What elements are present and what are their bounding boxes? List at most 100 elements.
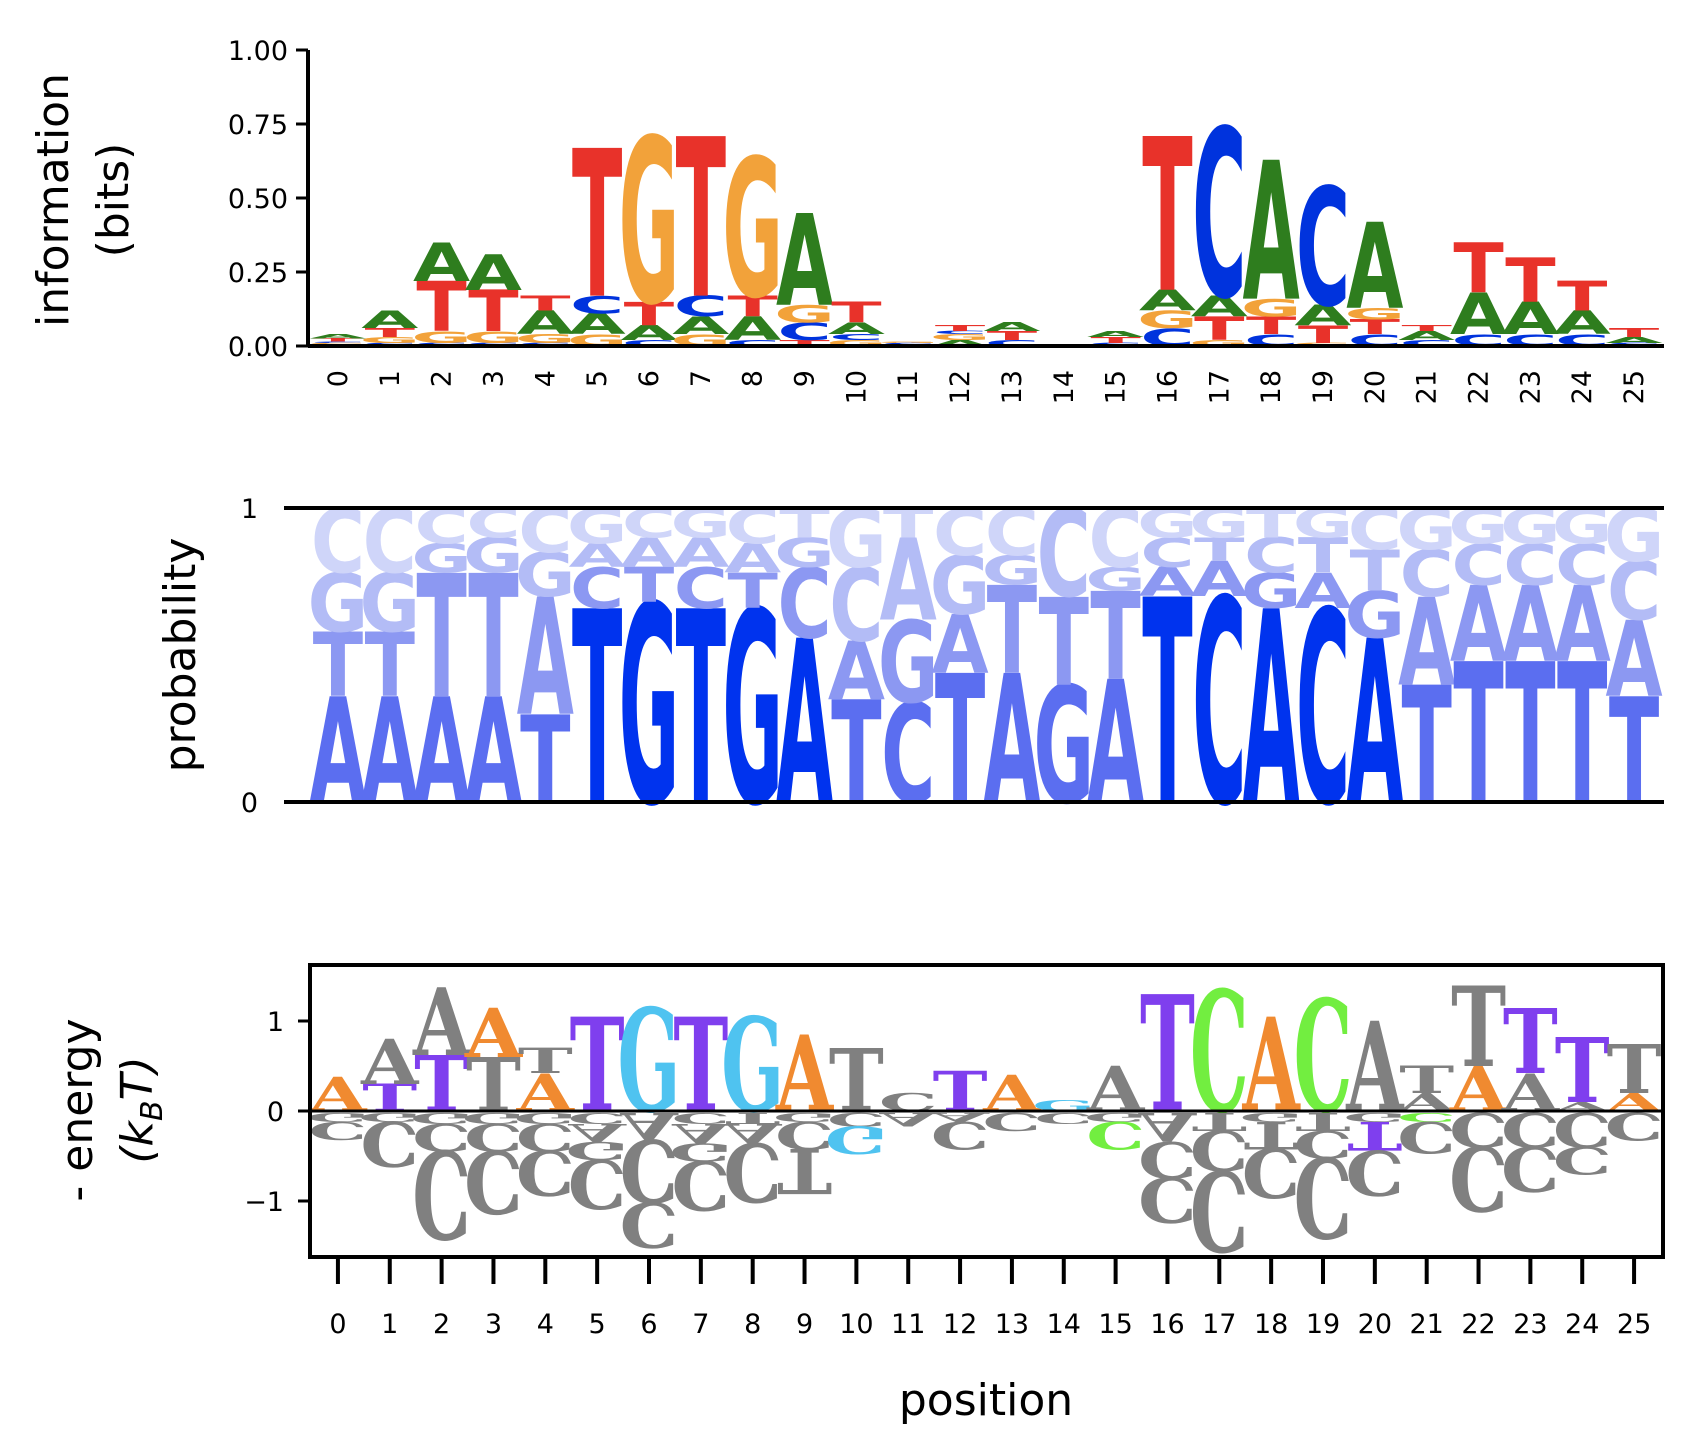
prob-letter-3-A: A <box>465 668 522 837</box>
svg-text:A: A <box>361 668 418 837</box>
prob-letter-9-A: A <box>776 592 833 855</box>
svg-text:C: C <box>360 1107 419 1180</box>
svg-text:T: T <box>676 92 726 348</box>
prob-letter-12-T: T <box>935 639 985 845</box>
svg-text:C: C <box>777 318 831 346</box>
svg-text:G: G <box>774 300 835 328</box>
energy-letter-neg-9-T: T <box>777 1134 832 1207</box>
information-x-tick-label: 25 <box>1619 370 1650 404</box>
svg-text:A: A <box>724 311 781 349</box>
svg-text:T: T <box>831 296 881 329</box>
prob-letter-4-T: T <box>520 690 570 831</box>
information-x-tick-label: 14 <box>1049 370 1080 404</box>
info-letter-19-A: A <box>1294 299 1351 332</box>
prob-letter-8-G: G <box>722 557 783 866</box>
energy-letter-pos-23-T: T <box>1503 991 1558 1095</box>
svg-text:A: A <box>308 1067 368 1122</box>
prob-letter-19-A: A <box>1294 563 1351 620</box>
svg-text:G: G <box>410 1109 473 1127</box>
energy-x-tick-label: 0 <box>329 1309 346 1340</box>
info-letter-10-T: T <box>831 296 881 329</box>
energy-letter-neg-10-G: G <box>825 1118 888 1162</box>
svg-text:C: C <box>723 1124 782 1218</box>
svg-text:C: C <box>726 339 780 348</box>
energy-letter-neg-5-A: A <box>567 1118 627 1147</box>
info-letter-9-T: T <box>779 339 830 348</box>
energy-letter-pos-16-T: T <box>1140 962 1195 1150</box>
info-letter-23-T: T <box>1505 245 1555 316</box>
prob-letter-4-G: G <box>515 540 576 611</box>
svg-text:A: A <box>1087 645 1144 842</box>
svg-text:A: A <box>1243 123 1300 345</box>
energy-letter-neg-4-C: C <box>516 1135 575 1208</box>
svg-text:A: A <box>983 320 1040 334</box>
svg-text:A: A <box>1398 572 1455 713</box>
prob-letter-25-T: T <box>1609 668 1659 837</box>
energy-letter-pos-4-A: A <box>516 1063 576 1124</box>
energy-x-tick-label: 8 <box>744 1309 761 1340</box>
svg-text:T: T <box>466 1043 521 1129</box>
svg-text:A: A <box>1606 336 1664 345</box>
information-x-tick-label: 24 <box>1567 370 1598 404</box>
svg-text:C: C <box>1244 528 1298 585</box>
prob-letter-0-T: T <box>313 615 364 718</box>
svg-text:C: C <box>568 1109 627 1127</box>
svg-text:C: C <box>1607 546 1661 640</box>
svg-text:A: A <box>1294 299 1351 332</box>
energy-letter-pos-3-T: T <box>466 1043 521 1129</box>
energy-letter-pos-3-A: A <box>464 993 523 1073</box>
energy-x-tick-label: 14 <box>1047 1309 1081 1340</box>
energy-x-tick-label: 18 <box>1254 1309 1288 1340</box>
svg-text:T: T <box>1350 315 1400 339</box>
prob-letter-6-T: T <box>624 557 675 614</box>
information-x-tick-label: 6 <box>634 370 665 387</box>
energy-letter-neg-11-A: A <box>878 1109 938 1131</box>
energy-x-tick-label: 17 <box>1202 1309 1236 1340</box>
info-letter-6-G: G <box>619 90 680 355</box>
info-letter-17-G: G <box>1189 339 1250 348</box>
svg-text:T: T <box>365 326 415 340</box>
svg-text:C: C <box>1192 83 1246 351</box>
info-letter-18-G: G <box>1241 294 1302 322</box>
svg-text:T: T <box>624 557 675 614</box>
prob-letter-18-G: G <box>1241 563 1302 620</box>
prob-letter-17-T: T <box>1194 532 1245 569</box>
svg-text:T: T <box>624 296 674 334</box>
svg-text:A: A <box>1449 1054 1509 1127</box>
information-x-tick-label: 18 <box>1256 370 1287 404</box>
prob-letter-7-A: A <box>672 530 729 577</box>
svg-text:C: C <box>570 556 624 621</box>
svg-text:A: A <box>776 189 833 335</box>
energy-letter-neg-19-C: C <box>1294 1122 1353 1166</box>
prob-letter-4-A: A <box>517 565 574 753</box>
info-letter-7-T: T <box>676 92 726 348</box>
information-letters: GCTACGTACGTACGTACGATGACTCATGGACTCATGTCGA… <box>308 83 1664 356</box>
info-letter-16-G: G <box>1137 306 1198 334</box>
svg-text:C: C <box>1397 1111 1456 1162</box>
information-x-tick-label: 19 <box>1308 370 1339 404</box>
svg-text:G: G <box>463 528 524 585</box>
information-x-tick-label: 11 <box>893 370 924 404</box>
energy-letter-neg-3-G: G <box>462 1109 525 1127</box>
svg-text:T: T <box>518 1041 573 1082</box>
svg-text:C: C <box>674 291 728 324</box>
prob-letter-10-T: T <box>831 672 882 836</box>
info-letter-22-T: T <box>1453 229 1504 309</box>
info-letter-25-A: A <box>1606 336 1664 345</box>
svg-text:A: A <box>775 1014 834 1137</box>
prob-letter-21-A: A <box>1398 572 1455 713</box>
svg-text:C: C <box>570 291 624 319</box>
info-letter-15-A: A <box>1087 330 1145 339</box>
svg-text:A: A <box>620 530 677 577</box>
info-letter-0-A: A <box>309 333 367 340</box>
svg-text:C: C <box>464 1115 523 1159</box>
info-letter-17-T: T <box>1194 311 1244 349</box>
svg-text:A: A <box>309 668 366 837</box>
svg-text:G: G <box>462 1109 525 1127</box>
prob-letter-6-A: A <box>620 530 677 577</box>
energy-letter-pos-25-T: T <box>1607 1029 1662 1109</box>
svg-text:G: G <box>1345 304 1406 323</box>
svg-text:C: C <box>1294 1131 1353 1261</box>
energy-x-tick-label: 9 <box>796 1309 813 1340</box>
info-letter-11-G: G <box>878 341 939 343</box>
